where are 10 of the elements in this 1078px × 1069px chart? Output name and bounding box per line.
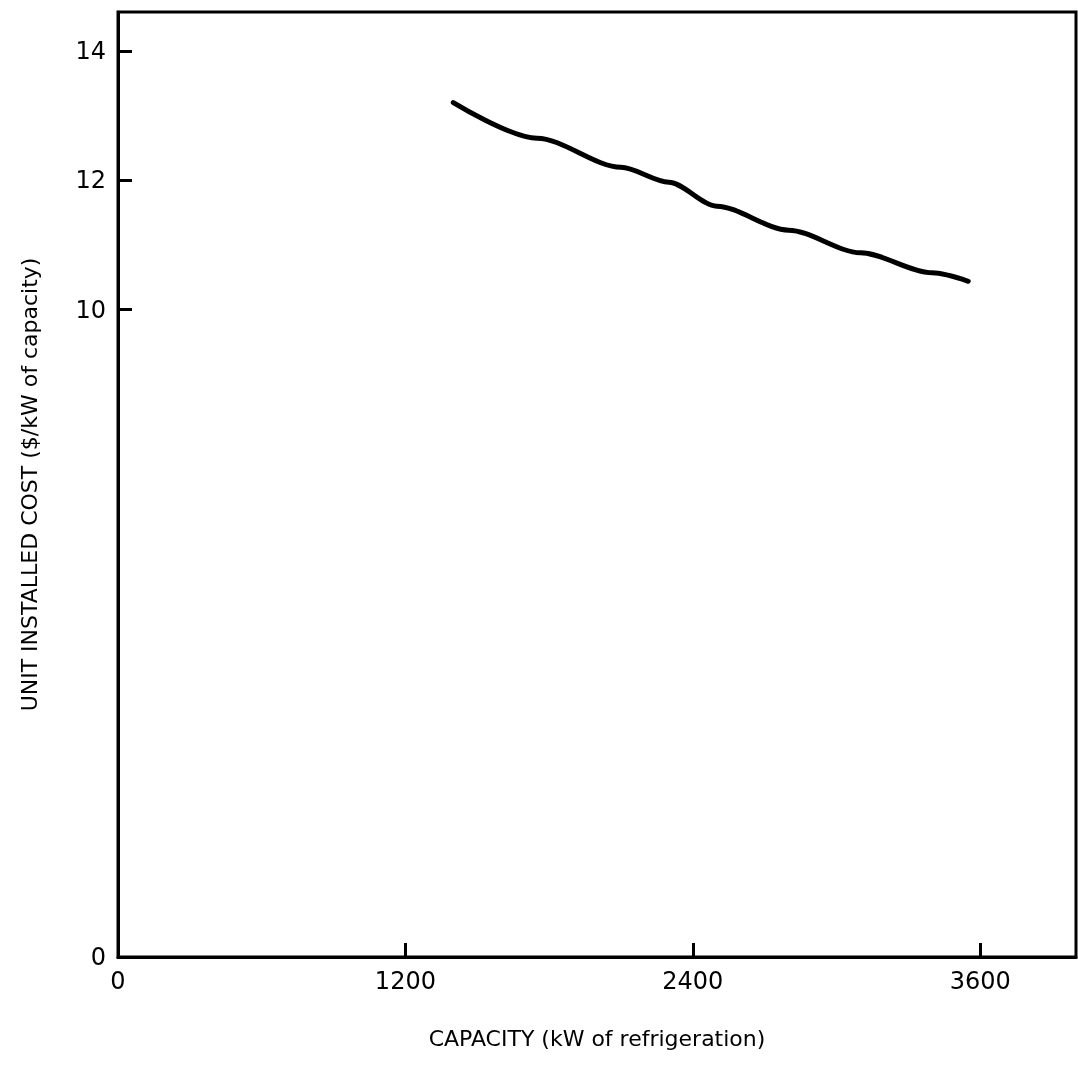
y-tick-label: 0 bbox=[90, 943, 106, 971]
x-tick-label: 2400 bbox=[662, 967, 724, 995]
y-tick-label: 10 bbox=[75, 295, 106, 324]
y-axis-title: UNIT INSTALLED COST ($/kW of capacity) bbox=[16, 257, 42, 712]
x-tick-label: 3600 bbox=[949, 967, 1011, 995]
x-tick-label: 1200 bbox=[374, 967, 436, 995]
x-tick-label: 0 bbox=[110, 967, 126, 995]
x-axis-title: CAPACITY (kW of refrigeration) bbox=[428, 1025, 766, 1051]
y-tick-label: 14 bbox=[75, 36, 106, 65]
y-tick-label: 12 bbox=[75, 166, 106, 195]
